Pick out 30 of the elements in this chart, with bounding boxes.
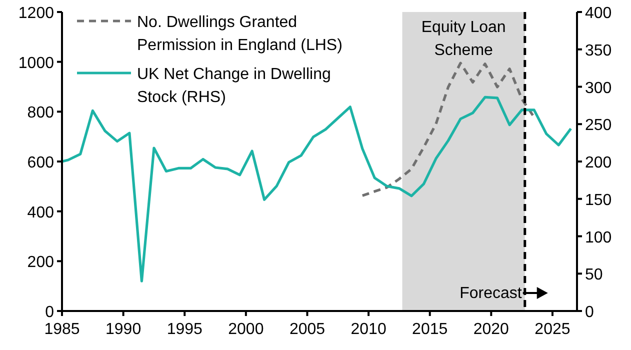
x-tick-label: 2020 — [473, 321, 510, 338]
y2-tick-label: 250 — [585, 117, 612, 134]
y2-tick-label: 350 — [585, 42, 612, 60]
x-tick-label: 2010 — [350, 321, 386, 338]
x-tick-label: 2025 — [534, 321, 570, 338]
line-series — [361, 62, 536, 197]
y2-tick-label: 50 — [585, 266, 603, 284]
x-tick-label: 2000 — [228, 321, 264, 338]
x-tick-label: 2015 — [412, 321, 448, 338]
y-tick-label: 0 — [45, 304, 54, 321]
x-tick-label: 1990 — [106, 321, 142, 338]
y-tick-label: 1200 — [18, 5, 54, 22]
legend-label: No. Dwellings Granted Permission in England (LHS) — [137, 14, 342, 54]
y2-tick-label: 300 — [585, 80, 612, 97]
y-tick-label: 600 — [27, 154, 54, 172]
band-label: Equity Loan Scheme — [421, 19, 506, 59]
y2-tick-label: 400 — [585, 5, 612, 22]
y-tick-label: 400 — [27, 204, 54, 222]
ref-line-label: Forecast — [460, 285, 522, 302]
x-tick-label: 2005 — [289, 321, 326, 338]
y-tick-label: 1000 — [18, 54, 54, 72]
y2-tick-label: 150 — [585, 192, 612, 209]
y-tick-label: 200 — [27, 254, 54, 272]
y2-tick-label: 100 — [585, 229, 612, 246]
x-tick-label: 1995 — [166, 321, 203, 338]
y2-tick-label: 200 — [585, 154, 612, 172]
legend-label: UK Net Change in Dwelling Stock (RHS) — [137, 66, 331, 106]
y-tick-label: 800 — [27, 104, 54, 122]
y2-tick-label: 0 — [585, 304, 594, 321]
x-tick-label: 1985 — [44, 321, 80, 338]
